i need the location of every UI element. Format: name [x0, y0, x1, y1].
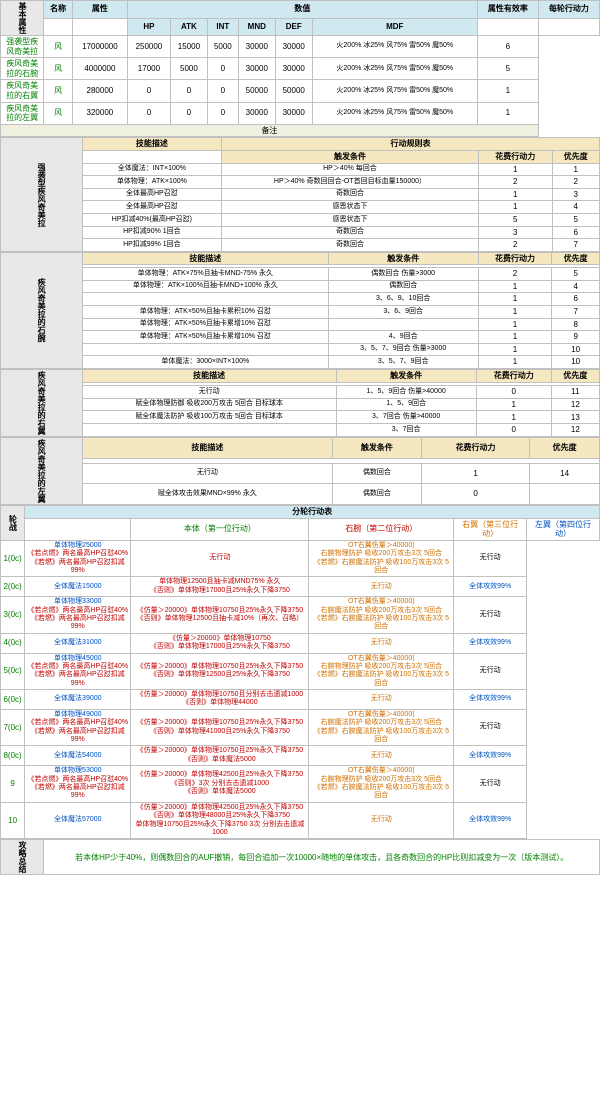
- stat-row: 疾风奇美拉的左翼风3200000003000030000火200% 冰25% 风…: [1, 102, 600, 124]
- stat-row: 疾风奇美拉的右翼风2800000005000050000火200% 冰25% 风…: [1, 80, 600, 102]
- round-row: 4(0c)全体魔法31000《仿量＞20000》单体物理10750《否则》单体物…: [1, 633, 600, 653]
- skill-row: 单体物理：ATK×50%且抽卡累积10% 召怼3、6、9回合17: [1, 306, 600, 319]
- skill-row: 全体最高HP召怼感恩状态下14: [1, 201, 600, 214]
- stats-note: 备注: [1, 124, 539, 137]
- th-act: 每轮行动力: [538, 1, 599, 19]
- skill-row: 单体物理：ATK×100%HP＞40% 奇数回回合-OT首回目标血量150000…: [1, 176, 600, 189]
- skill-row: 单体物理：ATK×50%且抽卡累增10% 召怼4、9回合19: [1, 331, 600, 344]
- footer-side: 攻略总结: [1, 840, 44, 875]
- skill-row: 单体物理：ATK×100%且抽卡MND+100% 永久偶数回合14: [1, 280, 600, 293]
- skill-row: 赋全体魔法防护 吸收100万攻击 5回合 目标球本3、7回合 伤量>400001…: [1, 411, 600, 424]
- round-row: 6(0c)全体魔法39000《仿量＞20000》单体物理10750且分别去击遗减…: [1, 690, 600, 710]
- round-row: 8(0c)全体魔法54000《仿量＞20000》单体物理10750且25%永久下…: [1, 746, 600, 766]
- skill-row: 单体魔法：3000×INT×100%3、5、7、9回合110: [1, 356, 600, 369]
- skill-row: HP扣减90% 1回合奇数回合36: [1, 226, 600, 239]
- round-row: 2(0c)全体魔法15000单体物理12500且抽卡减MND75% 永久《否则》…: [1, 577, 600, 597]
- round-row: 1(0c)单体物理25000《若点燃》两名最高HP召怼40%《若燃》两名最高HP…: [1, 540, 600, 577]
- stat-row: 疾风奇美拉的石腕风400000017000500003000030000火200…: [1, 58, 600, 80]
- skill-row: 赋全体攻击效果MND×99% 永久偶数回合0: [1, 484, 600, 505]
- skill-table: 疾风奇美拉的右翼技能描述触发条件花费行动力优先度无行动1、5、9回合 伤量>40…: [0, 369, 600, 437]
- th-attr: 属性: [72, 1, 127, 19]
- stat-row: 强袭型疾风奇美拉风1700000025000015000500030000300…: [1, 36, 600, 58]
- skill-row: 单体物理：ATK×75%且抽卡MND-75% 永久偶数回合 伤量>300025: [1, 268, 600, 281]
- skill-table: 疾风奇美拉的石腕技能描述触发条件花费行动力优先度单体物理：ATK×75%且抽卡M…: [0, 252, 600, 369]
- round-row: 3(0c)单体物理33000《若点燃》两名最高HP召怼40%《若燃》两名最高HP…: [1, 597, 600, 634]
- stats-side-label: 基本属性: [1, 1, 44, 36]
- round-row: 10全体魔法57000《仿量＞20000》单体物理42500且25%永久下降37…: [1, 802, 600, 839]
- skill-table: 疾风奇美拉的左翼技能描述触发条件花费行动力优先度无行动偶数回合114赋全体攻击效…: [0, 437, 600, 505]
- skill-row: 全体最高HP召怼奇数回合13: [1, 188, 600, 201]
- skill-row: 3、7回合012: [1, 424, 600, 437]
- rounds-header: 分轮行动表: [25, 506, 600, 519]
- skill-row: 单体物理：ATK×50%且抽卡累增10% 召怼18: [1, 318, 600, 331]
- footer-text: 若本体HP少于40%，则偶数回合的AUF撤销，每回合追加一次10000×随地的单…: [44, 840, 600, 875]
- skill-row: 无行动1、5、9回合 伤量>40000011: [1, 385, 600, 398]
- rounds-table: 轮战 分轮行动表 本体（第一位行动） 石腕（第二位行动） 右翼（第三位行动） 左…: [0, 505, 600, 839]
- skill-row: HP扣减99% 1回合奇数回合27: [1, 239, 600, 252]
- skill-table: 强袭型疾风奇美拉技能描述行动规则表触发条件花费行动力优先度全体魔法：INT×10…: [0, 137, 600, 251]
- footer-table: 攻略总结 若本体HP少于40%，则偶数回合的AUF撤销，每回合追加一次10000…: [0, 839, 600, 875]
- skill-row: 全体魔法：INT×100%HP＞40% 每回合11: [1, 163, 600, 176]
- round-row: 7(0c)单体物理49000《若点燃》两名最高HP召怼40%《若燃》两名最高HP…: [1, 709, 600, 746]
- skill-row: 赋全体物理防御 吸收200万攻击 5回合 目标球本1、5、9回合112: [1, 398, 600, 411]
- round-row: 5(0c)单体物理45000《若点燃》两名最高HP召怼40%《若燃》两名最高HP…: [1, 653, 600, 690]
- round-row: 9单体物理53000《若点燃》两名最高HP召怼40%《若燃》两名最高HP召怼扣减…: [1, 766, 600, 803]
- rounds-side: 轮战: [1, 506, 25, 541]
- th-name: 名称: [44, 1, 72, 19]
- th-stats-group: 数值: [127, 1, 477, 19]
- skill-row: HP扣减40%(最高HP召怼)感恩状态下55: [1, 213, 600, 226]
- skill-row: 3、6、9、10回合16: [1, 293, 600, 306]
- stats-table: 基本属性 名称 属性 数值 属性有效率 每轮行动力 HP ATK INT MND…: [0, 0, 600, 137]
- th-eff: 属性有效率: [477, 1, 538, 19]
- skill-row: 3、5、7、9回合 伤量>3000110: [1, 343, 600, 356]
- skill-row: 无行动偶数回合114: [1, 463, 600, 484]
